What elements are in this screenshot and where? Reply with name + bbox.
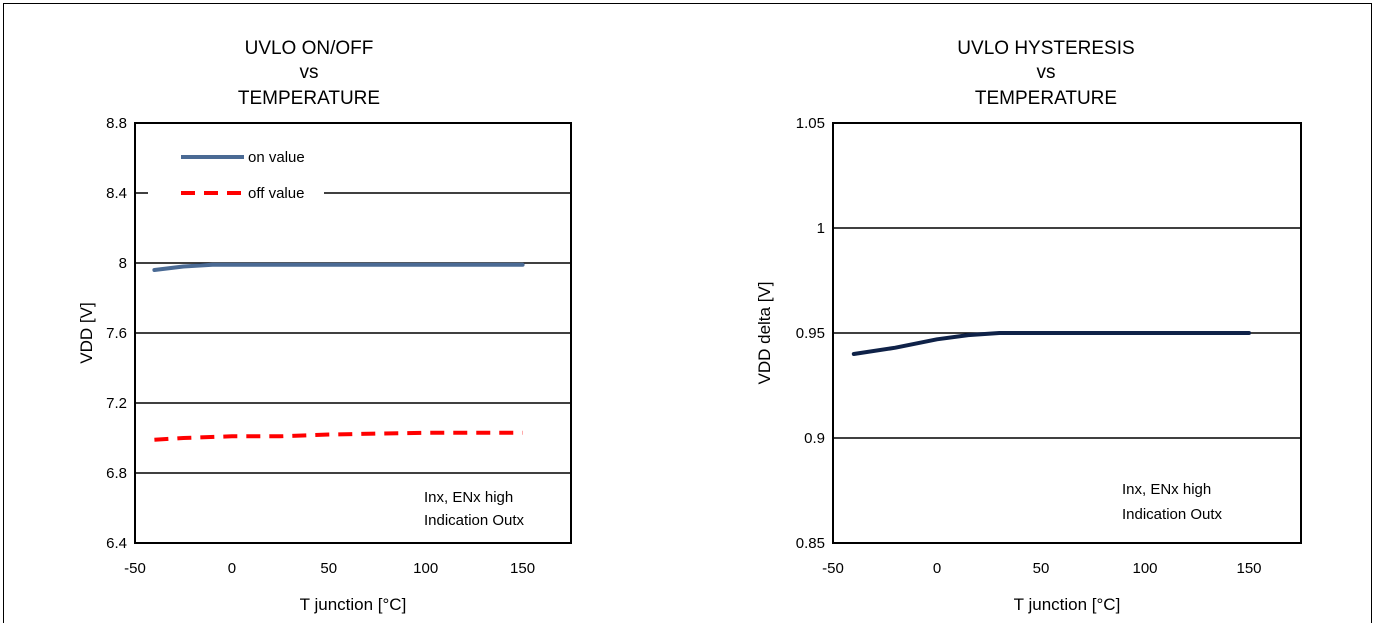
legend-label: off value (248, 185, 304, 202)
plot-area-border (832, 122, 1302, 544)
annotation-line: Indication Outx (1122, 506, 1223, 523)
chart-title-line: UVLO HYSTERESIS (957, 38, 1134, 59)
y-tick-label: 1.05 (796, 115, 825, 132)
x-tick-label: 50 (1033, 560, 1050, 577)
chart-title-line: TEMPERATURE (975, 88, 1117, 109)
y-tick-label: 8 (119, 255, 127, 272)
y-axis-label: VDD delta [V] (755, 282, 774, 385)
y-tick-label: 8.8 (106, 115, 127, 132)
chart-title-line: vs (300, 62, 319, 83)
chart-1: UVLO ON/OFF vs TEMPERATURE 6.4 6.8 7.2 7.6 8 8.4… (77, 38, 572, 614)
chart-title-line: vs (1037, 62, 1056, 83)
x-tick-label: -50 (124, 560, 146, 577)
y-tick-label: 8.4 (106, 185, 127, 202)
x-tick-label: 100 (1132, 560, 1157, 577)
chart-title-line: UVLO ON/OFF (245, 38, 374, 59)
series-line-1 (851, 331, 1251, 356)
legend-label: on value (248, 149, 305, 166)
x-axis-label: T junction [°C] (1014, 595, 1121, 614)
x-tick-label: 150 (510, 560, 535, 577)
annotation-line: Inx, ENx high (424, 489, 513, 506)
figure-frame (3, 3, 1372, 623)
x-tick-label: 150 (1236, 560, 1261, 577)
y-tick-label: 1 (817, 220, 825, 237)
y-tick-label: 7.2 (106, 395, 127, 412)
y-tick-label: 6.4 (106, 535, 127, 552)
y-tick-label: 0.95 (796, 325, 825, 342)
x-tick-label: 0 (933, 560, 941, 577)
x-tick-label: 100 (413, 560, 438, 577)
annotation-line: Inx, ENx high (1122, 481, 1211, 498)
y-tick-label: 0.85 (796, 535, 825, 552)
y-tick-label: 7.6 (106, 325, 127, 342)
chart-title-line: TEMPERATURE (238, 88, 380, 109)
x-axis-label: T junction [°C] (300, 595, 407, 614)
annotation-line: Indication Outx (424, 512, 525, 529)
x-tick-label: 50 (320, 560, 337, 577)
series-line-1 (152, 262, 525, 272)
chart-2: UVLO HYSTERESIS vs TEMPERATURE 0.85 0.9 0.95 1… (755, 38, 1302, 614)
y-tick-label: 0.9 (804, 430, 825, 447)
x-tick-label: 0 (228, 560, 236, 577)
x-tick-label: -50 (822, 560, 844, 577)
plot-area-border (134, 122, 572, 544)
series-line-2 (154, 430, 523, 442)
y-tick-label: 6.8 (106, 465, 127, 482)
y-axis-label: VDD [V] (77, 302, 96, 363)
